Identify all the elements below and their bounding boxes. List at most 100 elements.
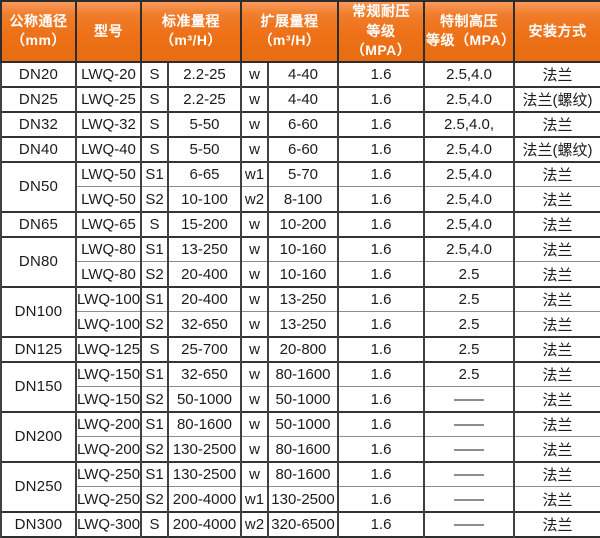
cell-model: LWQ-80 <box>75 235 142 263</box>
table-row: DN50 LWQ-50 S1 6-65 w1 5-70 1.6 2.5,4.0 … <box>0 160 600 213</box>
cell-high-pressure: —— <box>423 460 515 488</box>
cell-ext-code: w <box>240 110 269 138</box>
cell-ext-code: w <box>240 85 269 113</box>
cell-install: 法兰 <box>513 436 600 463</box>
cell-high-pressure: 2.5,4.0 <box>423 210 515 238</box>
cell-model: LWQ-125 <box>75 335 142 363</box>
cell-ext-range: 6-60 <box>267 110 339 138</box>
header-row: 公称通径 （mm） 型号 标准量程 （m³/H） 扩展量程 （m³/H） 常规耐… <box>0 0 600 63</box>
table-row: LWQ-50 S2 10-100 w2 8-100 1.6 2.5,4.0 法兰 <box>1 186 600 213</box>
cell-normal-pressure: 1.6 <box>337 110 425 138</box>
cell-normal-pressure: 1.6 <box>337 386 425 413</box>
cell-ext-code: w <box>240 135 269 163</box>
cell-dn: DN20 <box>0 60 77 88</box>
cell-model: LWQ-150 <box>75 386 142 413</box>
cell-ext-code: w <box>240 235 269 263</box>
cell-std-code: S1 <box>140 160 169 188</box>
cell-normal-pressure: 1.6 <box>337 85 425 113</box>
cell-model: LWQ-250 <box>75 460 142 488</box>
cell-std-range: 10-100 <box>167 186 242 213</box>
cell-high-pressure: 2.5 <box>423 335 515 363</box>
cell-std-range: 5-50 <box>167 110 242 138</box>
cell-std-code: S2 <box>140 311 169 338</box>
cell-ext-code: w1 <box>240 486 269 513</box>
header-install-method: 安装方式 <box>513 0 600 63</box>
cell-std-range: 5-50 <box>167 135 242 163</box>
cell-install: 法兰(螺纹) <box>513 135 600 163</box>
cell-install: 法兰 <box>513 186 600 213</box>
cell-model: LWQ-50 <box>75 160 142 188</box>
cell-ext-code: w <box>240 261 269 288</box>
cell-ext-range: 80-1600 <box>267 436 339 463</box>
cell-normal-pressure: 1.6 <box>337 135 425 163</box>
cell-ext-code: w <box>240 60 269 88</box>
cell-normal-pressure: 1.6 <box>337 311 425 338</box>
table-row: DN100 LWQ-100 S1 20-400 w 13-250 1.6 2.5… <box>0 285 600 338</box>
cell-normal-pressure: 1.6 <box>337 261 425 288</box>
cell-dn: DN100 <box>0 285 77 338</box>
cell-std-range: 130-2500 <box>167 460 242 488</box>
cell-ext-range: 50-1000 <box>267 386 339 413</box>
cell-high-pressure: —— <box>423 410 515 438</box>
cell-std-code: S2 <box>140 486 169 513</box>
cell-ext-code: w <box>240 436 269 463</box>
cell-install: 法兰 <box>513 261 600 288</box>
cell-normal-pressure: 1.6 <box>337 186 425 213</box>
cell-normal-pressure: 1.6 <box>337 160 425 188</box>
cell-high-pressure: —— <box>423 436 515 463</box>
table-row: LWQ-200 S2 130-2500 w 80-1600 1.6 —— 法兰 <box>1 436 600 463</box>
cell-high-pressure: 2.5 <box>423 360 515 388</box>
cell-install: 法兰 <box>513 360 600 388</box>
cell-ext-code: w <box>240 311 269 338</box>
cell-ext-code: w <box>240 360 269 388</box>
cell-high-pressure: 2.5,4.0 <box>423 235 515 263</box>
cell-std-range: 130-2500 <box>167 436 242 463</box>
cell-std-range: 200-4000 <box>167 510 242 538</box>
table-row: DN300 LWQ-300 S 200-4000 w2 320-6500 1.6… <box>0 510 600 538</box>
cell-model: LWQ-40 <box>75 135 142 163</box>
header-normal-pressure: 常规耐压 等级（MPA） <box>337 0 425 63</box>
cell-normal-pressure: 1.6 <box>337 210 425 238</box>
cell-std-code: S2 <box>140 386 169 413</box>
cell-std-range: 6-65 <box>167 160 242 188</box>
cell-dn: DN125 <box>0 335 77 363</box>
cell-install: 法兰 <box>513 335 600 363</box>
cell-std-range: 2.2-25 <box>167 85 242 113</box>
table-row: DN250 LWQ-250 S1 130-2500 w 80-1600 1.6 … <box>0 460 600 513</box>
cell-normal-pressure: 1.6 <box>337 360 425 388</box>
cell-ext-range: 13-250 <box>267 285 339 313</box>
cell-ext-range: 10-160 <box>267 261 339 288</box>
cell-model: LWQ-200 <box>75 410 142 438</box>
cell-high-pressure: 2.5 <box>423 285 515 313</box>
cell-ext-code: w <box>240 410 269 438</box>
cell-ext-code: w <box>240 386 269 413</box>
cell-normal-pressure: 1.6 <box>337 335 425 363</box>
table-row: LWQ-150 S2 50-1000 w 50-1000 1.6 —— 法兰 <box>1 386 600 413</box>
cell-ext-range: 10-200 <box>267 210 339 238</box>
cell-model: LWQ-50 <box>75 186 142 213</box>
cell-ext-range: 10-160 <box>267 235 339 263</box>
cell-model: LWQ-200 <box>75 436 142 463</box>
cell-std-code: S <box>140 60 169 88</box>
cell-install: 法兰 <box>513 110 600 138</box>
cell-std-code: S <box>140 110 169 138</box>
cell-std-range: 15-200 <box>167 210 242 238</box>
cell-high-pressure: —— <box>423 510 515 538</box>
cell-normal-pressure: 1.6 <box>337 60 425 88</box>
cell-model: LWQ-32 <box>75 110 142 138</box>
cell-dn: DN25 <box>0 85 77 113</box>
cell-std-code: S <box>140 135 169 163</box>
cell-high-pressure: 2.5,4.0 <box>423 135 515 163</box>
cell-ext-range: 13-250 <box>267 311 339 338</box>
cell-high-pressure: 2.5,4.0 <box>423 160 515 188</box>
header-nominal-diameter: 公称通径 （mm） <box>0 0 77 63</box>
table-row: DN32 LWQ-32 S 5-50 w 6-60 1.6 2.5,4.0, 法… <box>0 110 600 138</box>
cell-ext-code: w <box>240 460 269 488</box>
cell-dn: DN65 <box>0 210 77 238</box>
cell-install: 法兰 <box>513 410 600 438</box>
cell-high-pressure: —— <box>423 386 515 413</box>
cell-dn: DN150 <box>0 360 77 413</box>
cell-normal-pressure: 1.6 <box>337 436 425 463</box>
